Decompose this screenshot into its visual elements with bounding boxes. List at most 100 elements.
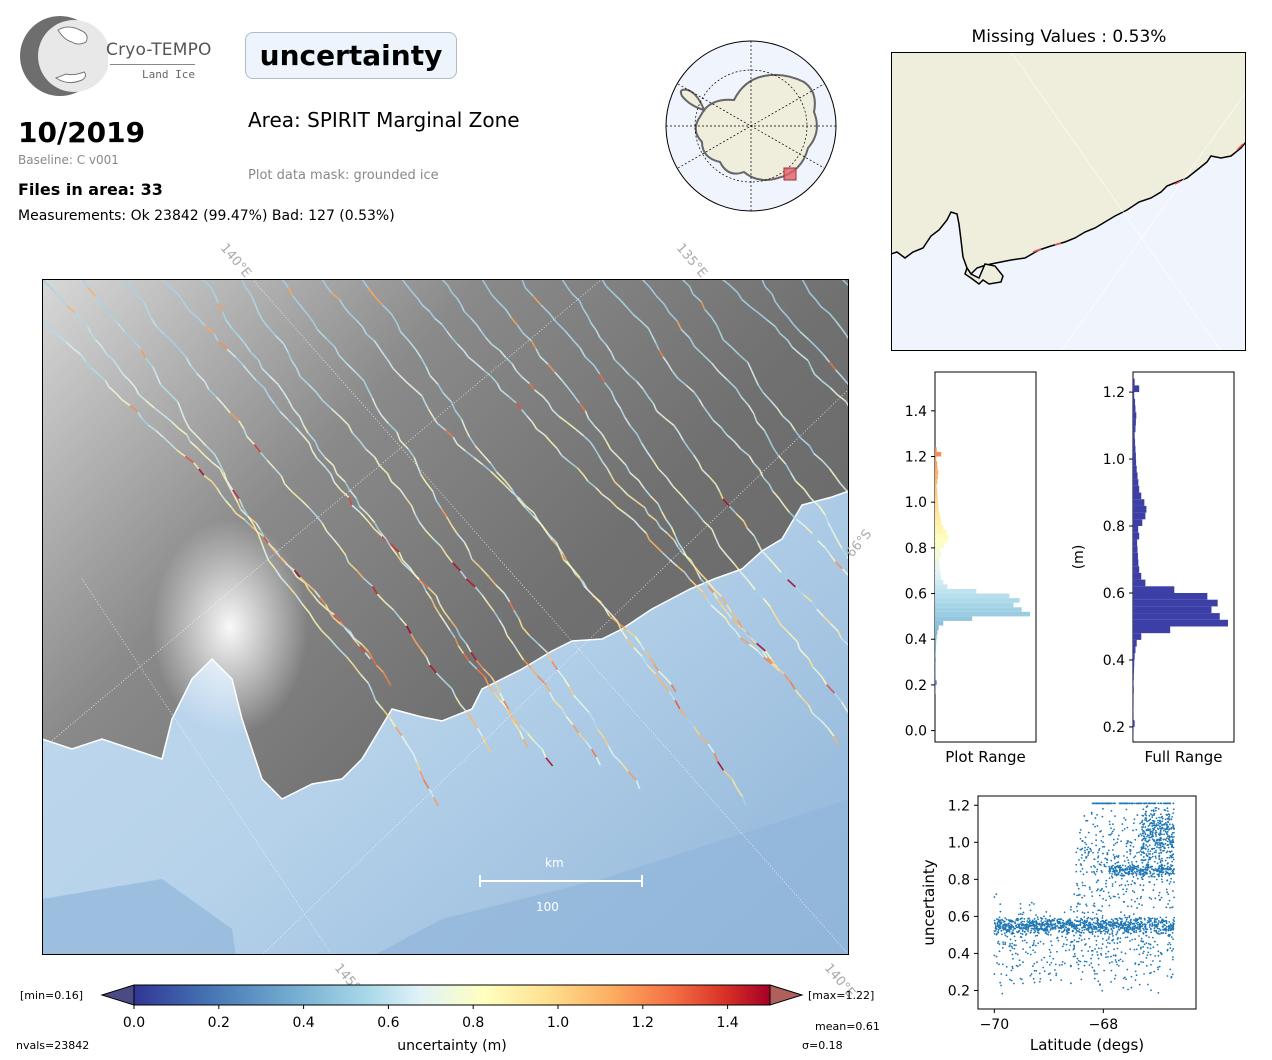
track-segment [348, 497, 353, 506]
track-segment [568, 461, 579, 469]
track-segment [203, 454, 213, 463]
scatter-point [1119, 917, 1122, 920]
scatter-point [1166, 844, 1169, 846]
track-segment [512, 643, 519, 653]
track-segment [519, 731, 524, 740]
track-segment [394, 726, 403, 737]
scatter-point [1046, 928, 1049, 931]
scatter-point [1160, 931, 1163, 934]
scatter-point [1126, 916, 1129, 919]
scatter-point [1089, 923, 1091, 926]
scatter-point [1085, 904, 1088, 907]
scatter-point [1173, 868, 1175, 870]
track-segment [688, 337, 696, 347]
track-segment [803, 488, 811, 499]
scatter-point [1126, 905, 1129, 908]
track-segment [641, 655, 648, 666]
track-segment [728, 624, 737, 632]
scatter-point [1114, 881, 1117, 883]
scatter-point [1144, 812, 1147, 815]
histogram-bar [935, 515, 941, 521]
track-segment [460, 304, 466, 313]
scatter-point [1112, 844, 1115, 846]
track-segment [259, 529, 265, 537]
scatter-point [1160, 846, 1162, 849]
scatter-point [1081, 847, 1084, 850]
scatter-point [1154, 857, 1157, 859]
scatter-point [1143, 973, 1145, 975]
scatter-point [1146, 835, 1148, 838]
track-segment [454, 410, 463, 420]
track-segment [737, 292, 743, 300]
track-segment [317, 329, 327, 340]
track-segment [655, 520, 661, 528]
scatter-point [1021, 920, 1024, 923]
scatter-point [1164, 920, 1167, 922]
scatter-point [1095, 913, 1098, 915]
track-segment [781, 414, 791, 424]
scatter-point [1149, 832, 1152, 835]
scatter-point [1103, 921, 1106, 924]
track-segment [435, 595, 441, 604]
scatter-point [1153, 970, 1156, 973]
scatter-point [1093, 872, 1096, 874]
scatter-point [1142, 808, 1145, 811]
track-segment [169, 443, 178, 451]
scatter-point [1112, 895, 1115, 898]
scatter-point [1171, 838, 1174, 841]
track-segment [624, 416, 631, 427]
scatter-point [1075, 851, 1078, 854]
track-segment [421, 395, 426, 404]
scatter-point [999, 910, 1002, 913]
scatter-point [1129, 868, 1132, 871]
track-segment [646, 451, 654, 461]
track-segment [355, 497, 361, 507]
scatter-point [1124, 952, 1127, 955]
track-segment [521, 376, 531, 385]
track-segment [712, 592, 718, 600]
scatter-point [1168, 867, 1171, 870]
scatter-point [1124, 865, 1127, 867]
track-segment [816, 608, 824, 617]
scatter-xtick: −68 [1089, 1017, 1119, 1033]
track-segment [365, 333, 375, 342]
histogram-bar [1133, 619, 1228, 627]
scatter-point [1045, 925, 1048, 928]
scatter-point [1017, 917, 1019, 920]
track-segment [476, 727, 483, 737]
track-segment [605, 285, 614, 294]
scatter-point [1127, 859, 1130, 862]
track-segment [95, 339, 103, 348]
track-segment [766, 319, 776, 328]
track-segment [541, 749, 547, 759]
track-segment [750, 369, 756, 378]
histogram-bar [1133, 459, 1137, 466]
scatter-point [1021, 939, 1024, 942]
scatter-point [1099, 926, 1102, 929]
scatter-point [1099, 830, 1101, 833]
scatter-point [1136, 851, 1138, 854]
track-segment [780, 308, 789, 318]
scatter-point [1075, 926, 1078, 929]
track-segment [692, 293, 702, 303]
track-segment [367, 389, 374, 399]
scatter-point [1140, 851, 1143, 854]
scatter-point [1148, 936, 1150, 938]
scatter-point [1002, 941, 1004, 944]
track-segment [444, 621, 451, 631]
scatter-point [1110, 866, 1113, 869]
scatter-point [1162, 923, 1165, 926]
scatter-point [998, 950, 1001, 953]
track-segment [124, 331, 134, 342]
scatter-point [1158, 864, 1161, 867]
scatter-point [1086, 924, 1089, 927]
scatter-point [1103, 932, 1106, 935]
scatter-point [1138, 935, 1140, 937]
scatter-point [1012, 929, 1015, 932]
scatter-point [1010, 923, 1012, 926]
scatter-point [1172, 856, 1174, 859]
histogram-bar [935, 607, 1022, 612]
track-segment [693, 726, 701, 736]
scatter-point [1081, 929, 1084, 932]
histogram-xlabel: Full Range [1145, 748, 1223, 766]
